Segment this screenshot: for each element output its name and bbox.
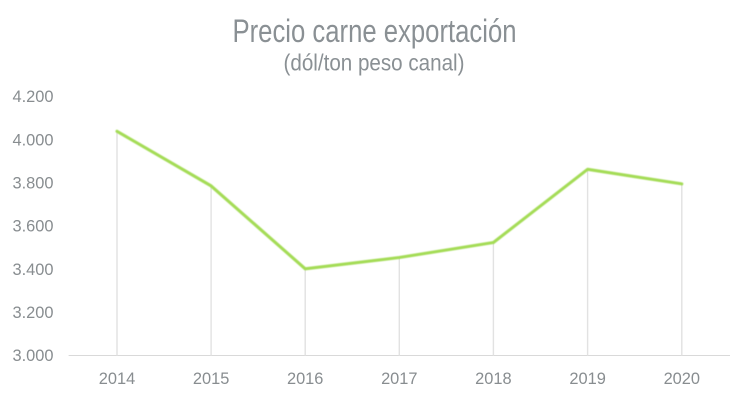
svg-text:3.400: 3.400 <box>12 261 53 279</box>
svg-text:(dól/ton peso canal): (dól/ton peso canal) <box>284 50 465 76</box>
svg-text:2016: 2016 <box>287 370 323 388</box>
svg-text:2019: 2019 <box>569 370 605 388</box>
svg-text:3.000: 3.000 <box>12 347 53 365</box>
svg-text:4.000: 4.000 <box>12 131 53 149</box>
svg-text:4.200: 4.200 <box>12 88 53 106</box>
svg-text:Precio carne exportación: Precio carne exportación <box>233 13 517 49</box>
svg-text:2015: 2015 <box>193 370 229 388</box>
svg-text:2018: 2018 <box>475 370 511 388</box>
svg-text:2014: 2014 <box>99 370 135 388</box>
svg-text:2020: 2020 <box>664 370 700 388</box>
svg-text:3.200: 3.200 <box>12 304 53 322</box>
svg-text:3.600: 3.600 <box>12 218 53 236</box>
svg-text:2017: 2017 <box>381 370 417 388</box>
svg-text:3.800: 3.800 <box>12 174 53 192</box>
